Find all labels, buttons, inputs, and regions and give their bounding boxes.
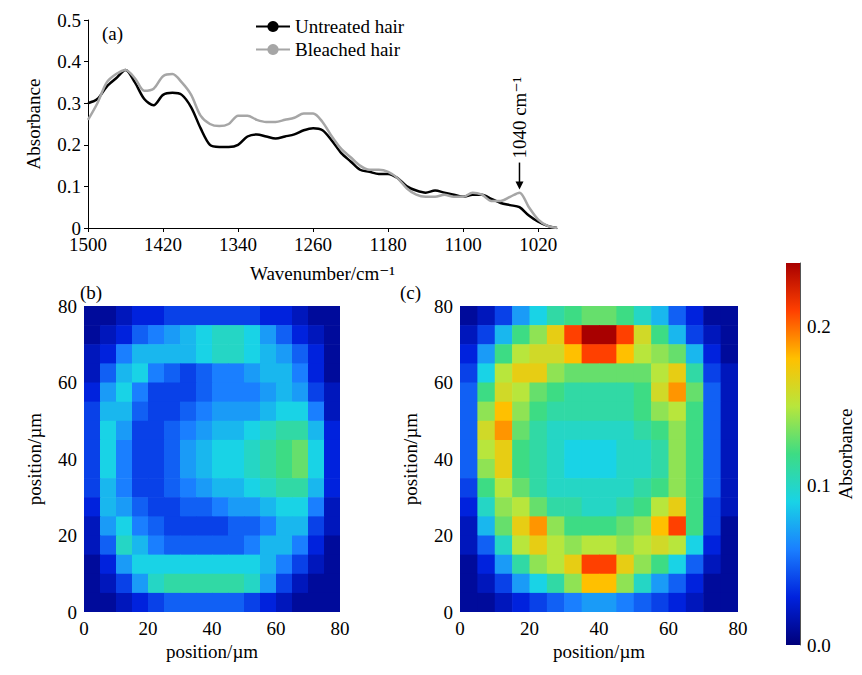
svg-text:(c): (c) [400, 282, 421, 304]
svg-text:80: 80 [729, 618, 748, 639]
svg-text:1420: 1420 [144, 234, 182, 255]
svg-text:position/µm: position/µm [24, 413, 45, 505]
svg-text:Untreated hair: Untreated hair [295, 16, 405, 37]
svg-text:1340: 1340 [219, 234, 257, 255]
svg-text:position/µm: position/µm [400, 413, 421, 505]
svg-text:80: 80 [331, 618, 350, 639]
svg-text:0: 0 [444, 602, 454, 623]
svg-text:60: 60 [659, 618, 678, 639]
svg-text:40: 40 [58, 449, 77, 470]
svg-text:1180: 1180 [370, 234, 407, 255]
svg-text:0: 0 [68, 602, 78, 623]
svg-text:80: 80 [58, 296, 77, 317]
svg-text:1040 cm⁻¹: 1040 cm⁻¹ [509, 77, 530, 159]
svg-text:Bleached hair: Bleached hair [295, 39, 401, 60]
svg-text:0.5: 0.5 [57, 10, 81, 31]
svg-text:0: 0 [71, 217, 81, 239]
svg-text:Absorbance: Absorbance [835, 409, 856, 500]
svg-text:80: 80 [434, 296, 453, 317]
svg-text:20: 20 [58, 525, 77, 546]
svg-text:0.4: 0.4 [57, 51, 81, 72]
svg-text:20: 20 [520, 618, 539, 639]
svg-text:0.2: 0.2 [807, 316, 831, 337]
svg-text:20: 20 [434, 525, 453, 546]
svg-text:40: 40 [203, 618, 222, 639]
svg-text:(a): (a) [102, 23, 123, 45]
svg-text:1500: 1500 [69, 234, 107, 255]
svg-text:0.2: 0.2 [57, 134, 81, 155]
svg-text:position/µm: position/µm [166, 641, 258, 662]
svg-text:position/µm: position/µm [553, 641, 645, 662]
svg-text:20: 20 [139, 618, 158, 639]
svg-text:1100: 1100 [445, 234, 482, 255]
svg-text:(b): (b) [80, 282, 102, 304]
svg-text:60: 60 [434, 372, 453, 393]
svg-text:0: 0 [79, 618, 89, 639]
svg-text:60: 60 [58, 372, 77, 393]
svg-text:1020: 1020 [519, 234, 557, 255]
svg-text:60: 60 [267, 618, 286, 639]
svg-text:40: 40 [590, 618, 609, 639]
svg-text:1260: 1260 [294, 234, 332, 255]
svg-text:Absorbance: Absorbance [23, 79, 44, 170]
svg-text:0.1: 0.1 [807, 475, 831, 496]
svg-text:0: 0 [455, 618, 465, 639]
svg-text:0.3: 0.3 [57, 93, 81, 114]
svg-text:Wavenumber/cm⁻¹: Wavenumber/cm⁻¹ [250, 263, 395, 284]
svg-text:40: 40 [434, 449, 453, 470]
svg-text:0.1: 0.1 [57, 176, 81, 197]
svg-text:0.0: 0.0 [807, 635, 831, 656]
